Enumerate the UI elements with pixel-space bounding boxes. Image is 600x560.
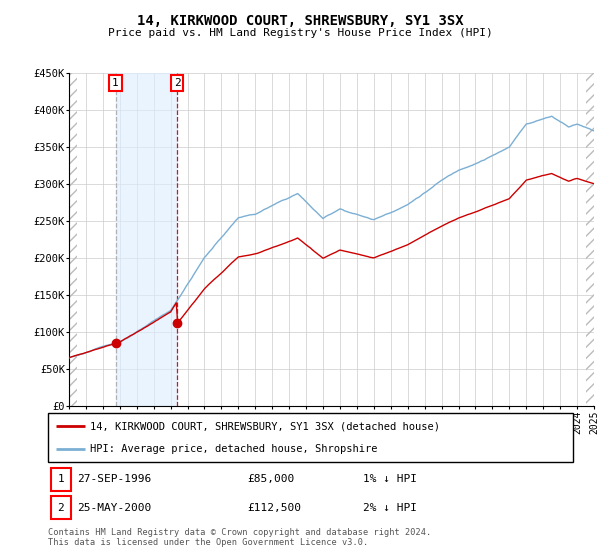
Text: 1% ↓ HPI: 1% ↓ HPI — [363, 474, 417, 484]
Text: 27-SEP-1996: 27-SEP-1996 — [77, 474, 151, 484]
Text: £112,500: £112,500 — [248, 503, 302, 512]
Text: 2% ↓ HPI: 2% ↓ HPI — [363, 503, 417, 512]
Bar — [50, 468, 71, 491]
Text: 1: 1 — [57, 474, 64, 484]
Bar — [50, 497, 71, 519]
Text: £85,000: £85,000 — [248, 474, 295, 484]
Text: 25-MAY-2000: 25-MAY-2000 — [77, 503, 151, 512]
Text: 14, KIRKWOOD COURT, SHREWSBURY, SY1 3SX: 14, KIRKWOOD COURT, SHREWSBURY, SY1 3SX — [137, 14, 463, 28]
Bar — [69, 73, 77, 406]
Text: 2: 2 — [174, 78, 181, 88]
Bar — [586, 73, 594, 406]
Text: Price paid vs. HM Land Registry's House Price Index (HPI): Price paid vs. HM Land Registry's House … — [107, 28, 493, 38]
Text: Contains HM Land Registry data © Crown copyright and database right 2024.
This d: Contains HM Land Registry data © Crown c… — [48, 528, 431, 547]
Text: 1: 1 — [112, 78, 119, 88]
Text: 14, KIRKWOOD COURT, SHREWSBURY, SY1 3SX (detached house): 14, KIRKWOOD COURT, SHREWSBURY, SY1 3SX … — [90, 421, 440, 431]
Text: 2: 2 — [57, 503, 64, 512]
Bar — [116, 73, 177, 406]
Text: HPI: Average price, detached house, Shropshire: HPI: Average price, detached house, Shro… — [90, 444, 377, 454]
